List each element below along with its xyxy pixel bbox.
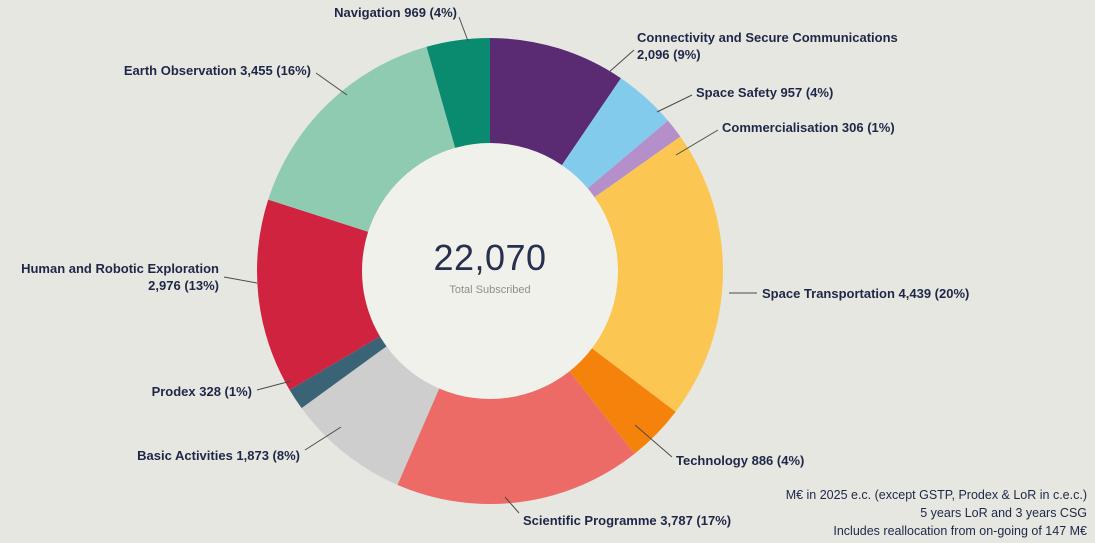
segment-prodex[interactable] <box>289 336 387 409</box>
label-technology: Technology 886 (4%) <box>676 453 805 468</box>
leader-line-technology <box>634 424 673 458</box>
label-earth-observation: Earth Observation 3,455 (16%) <box>123 63 311 78</box>
footnotes: M€ in 2025 e.c. (except GSTP, Prodex & L… <box>786 486 1087 540</box>
donut-segments <box>256 38 723 504</box>
footnote-line-2: 5 years LoR and 3 years CSG <box>920 506 1087 520</box>
leader-line-connectivity <box>607 49 635 74</box>
segment-space-safety[interactable] <box>561 78 668 189</box>
segment-technology[interactable] <box>569 348 676 454</box>
total-value: 22,070 <box>433 237 547 278</box>
leader-line-prodex <box>256 380 292 391</box>
label-human-robotic-exploration: Human and Robotic Exploration 2,976 (13%… <box>21 261 219 293</box>
segment-commercialisation[interactable] <box>587 120 681 198</box>
donut-center: 22,070 Total Subscribed <box>360 237 620 297</box>
segment-navigation[interactable] <box>426 38 490 148</box>
label-space-safety: Space Safety 957 (4%) <box>696 85 834 100</box>
leader-line-basic-activities <box>304 426 342 451</box>
segment-basic-activities[interactable] <box>301 346 440 485</box>
segment-earth-observation[interactable] <box>268 46 456 232</box>
leader-line-space-safety <box>656 94 693 113</box>
label-connectivity: Connectivity and Secure Communications 2… <box>637 30 898 62</box>
label-prodex: Prodex 328 (1%) <box>151 384 252 399</box>
donut-hole <box>362 143 618 399</box>
label-space-transportation: Space Transportation 4,439 (20%) <box>762 286 970 301</box>
segment-connectivity[interactable] <box>490 38 621 166</box>
footnote-line-3: Includes reallocation from on-going of 1… <box>833 524 1087 538</box>
segment-space-transportation[interactable] <box>591 136 723 412</box>
leader-line-commercialisation <box>675 129 719 156</box>
leader-line-human-robotic-exploration <box>223 276 258 284</box>
footnote-line-1: M€ in 2025 e.c. (except GSTP, Prodex & L… <box>785 488 1087 502</box>
leader-line-earth-observation <box>315 72 348 96</box>
segment-scientific-programme[interactable] <box>397 371 635 504</box>
label-scientific-programme: Scientific Programme 3,787 (17%) <box>523 513 732 528</box>
label-commercialisation: Commercialisation 306 (1%) <box>722 120 895 135</box>
segment-human-robotic-exploration[interactable] <box>256 199 380 390</box>
label-basic-activities: Basic Activities 1,873 (8%) <box>137 448 300 463</box>
total-label: Total Subscribed <box>449 284 531 296</box>
leader-line-scientific-programme <box>504 496 520 514</box>
leader-lines <box>223 16 757 514</box>
leader-line-navigation <box>458 16 469 42</box>
label-navigation: Navigation 969 (4%) <box>334 5 457 20</box>
